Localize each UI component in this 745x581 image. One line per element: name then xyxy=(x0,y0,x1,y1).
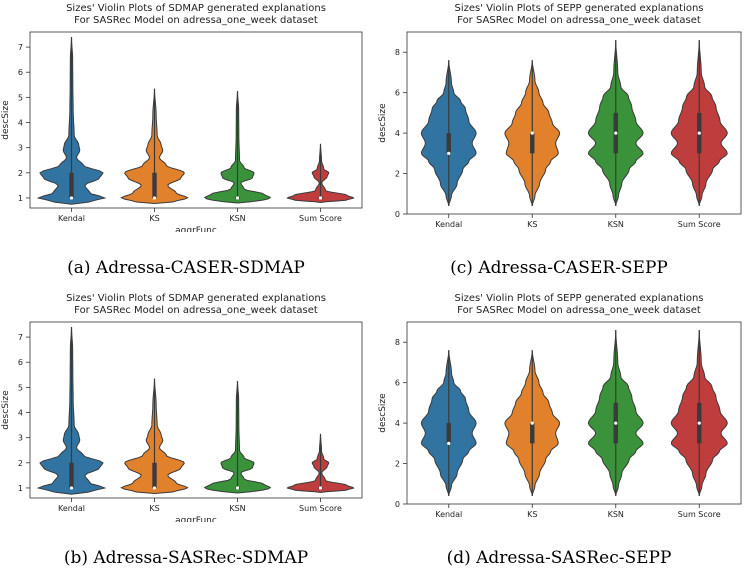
violin-iqr-box xyxy=(69,462,74,488)
plot-frame xyxy=(406,31,742,215)
y-tick-label: 1 xyxy=(18,484,23,493)
violin-median-dot xyxy=(447,441,451,445)
violin-iqr-box xyxy=(530,423,535,444)
x-tick-label: Kendal xyxy=(58,504,85,513)
y-tick-label: 7 xyxy=(18,43,23,52)
violin-median-dot xyxy=(235,196,240,200)
caption-a: (a) Adressa-CASER-SDMAP xyxy=(67,258,305,278)
violin-iqr-box xyxy=(152,462,157,488)
violin-chart-a: Sizes' Violin Plots of SDMAP generated e… xyxy=(1,3,363,232)
panel-d: Sizes' Violin Plots of SEPP generated ex… xyxy=(373,290,745,522)
caption-c: (c) Adressa-CASER-SEPP xyxy=(450,258,668,278)
y-tick-label: 0 xyxy=(395,210,400,219)
y-tick-label: 8 xyxy=(395,338,400,347)
violin-median-dot xyxy=(697,131,701,135)
y-tick-label: 6 xyxy=(18,68,23,77)
chart-title-line2: For SASRec Model on adressa_one_week dat… xyxy=(457,305,701,316)
y-axis-label: descSize xyxy=(1,390,11,430)
violin-median-dot xyxy=(69,486,74,490)
x-tick-label: Sum Score xyxy=(678,510,721,519)
x-tick-label: KSN xyxy=(229,214,245,223)
y-tick-label: 2 xyxy=(18,459,23,468)
y-tick-label: 4 xyxy=(395,129,400,138)
y-tick-label: 5 xyxy=(18,93,23,102)
y-axis-label: descSize xyxy=(1,100,11,140)
chart-title-line1: Sizes' Violin Plots of SEPP generated ex… xyxy=(454,293,703,304)
violin-median-dot xyxy=(69,196,74,200)
y-tick-label: 6 xyxy=(395,379,400,388)
y-tick-label: 5 xyxy=(18,383,23,392)
x-tick-label: KS xyxy=(527,510,537,519)
chart-title-line2: For SASRec Model on adressa_one_week dat… xyxy=(457,15,701,26)
x-tick-label: KSN xyxy=(608,220,624,229)
y-tick-label: 7 xyxy=(18,333,23,342)
plot-frame xyxy=(406,321,742,505)
y-tick-label: 2 xyxy=(395,170,400,179)
x-tick-label: KSN xyxy=(229,504,245,513)
y-tick-label: 6 xyxy=(395,89,400,98)
violin-median-dot xyxy=(318,196,323,200)
y-tick-label: 3 xyxy=(18,144,23,153)
y-tick-label: 0 xyxy=(395,500,400,509)
x-tick-label: KS xyxy=(149,504,159,513)
violin-median-dot xyxy=(152,196,157,200)
y-axis-label: descSize xyxy=(378,393,388,433)
violin-median-dot xyxy=(152,486,157,490)
panel-a: Sizes' Violin Plots of SDMAP generated e… xyxy=(0,0,372,232)
violin-median-dot xyxy=(447,151,451,155)
violin-iqr-box xyxy=(446,423,451,444)
y-tick-label: 2 xyxy=(395,460,400,469)
x-tick-label: Kendal xyxy=(58,214,85,223)
x-tick-label: Sum Score xyxy=(678,220,721,229)
violin-chart-d: Sizes' Violin Plots of SEPP generated ex… xyxy=(378,293,742,519)
x-axis-label: aggrFunc xyxy=(175,226,217,232)
y-axis-label: descSize xyxy=(378,103,388,143)
y-tick-label: 2 xyxy=(18,169,23,178)
y-tick-label: 4 xyxy=(395,419,400,428)
x-tick-label: KS xyxy=(527,220,537,229)
panel-b: Sizes' Violin Plots of SDMAP generated e… xyxy=(0,290,372,522)
y-tick-label: 1 xyxy=(18,194,23,203)
x-tick-label: Kendal xyxy=(435,220,462,229)
violin-iqr-box xyxy=(446,133,451,154)
violin-chart-c: Sizes' Violin Plots of SEPP generated ex… xyxy=(378,3,742,229)
chart-title-line2: For SASRec Model on adressa_one_week dat… xyxy=(74,305,318,316)
violin-iqr-box xyxy=(69,172,74,198)
violin-median-dot xyxy=(614,421,618,425)
x-tick-label: KSN xyxy=(608,510,624,519)
x-tick-label: Sum Score xyxy=(299,504,342,513)
plot-frame xyxy=(29,321,363,499)
x-tick-label: KS xyxy=(149,214,159,223)
x-axis-label: aggrFunc xyxy=(175,516,217,522)
chart-title-line2: For SASRec Model on adressa_one_week dat… xyxy=(74,15,318,26)
caption-b: (b) Adressa-SASRec-SDMAP xyxy=(63,548,309,568)
panel-c: Sizes' Violin Plots of SEPP generated ex… xyxy=(373,0,745,232)
violin-iqr-box xyxy=(152,172,157,198)
y-tick-label: 8 xyxy=(395,48,400,57)
violin-median-dot xyxy=(318,486,323,490)
chart-title-line1: Sizes' Violin Plots of SDMAP generated e… xyxy=(66,293,326,304)
plot-frame xyxy=(29,31,363,209)
y-tick-label: 4 xyxy=(18,119,23,128)
caption-d: (d) Adressa-SASRec-SEPP xyxy=(446,548,672,568)
violin-median-dot xyxy=(614,131,618,135)
chart-title-line1: Sizes' Violin Plots of SDMAP generated e… xyxy=(66,3,326,14)
x-tick-label: Kendal xyxy=(435,510,462,519)
x-tick-label: Sum Score xyxy=(299,214,342,223)
chart-title-line1: Sizes' Violin Plots of SEPP generated ex… xyxy=(454,3,703,14)
violin-median-dot xyxy=(530,421,534,425)
violin-iqr-box xyxy=(530,133,535,154)
y-tick-label: 4 xyxy=(18,409,23,418)
violin-median-dot xyxy=(530,131,534,135)
y-tick-label: 3 xyxy=(18,434,23,443)
violin-median-dot xyxy=(235,486,240,490)
y-tick-label: 6 xyxy=(18,358,23,367)
violin-median-dot xyxy=(697,421,701,425)
violin-chart-b: Sizes' Violin Plots of SDMAP generated e… xyxy=(1,293,363,522)
